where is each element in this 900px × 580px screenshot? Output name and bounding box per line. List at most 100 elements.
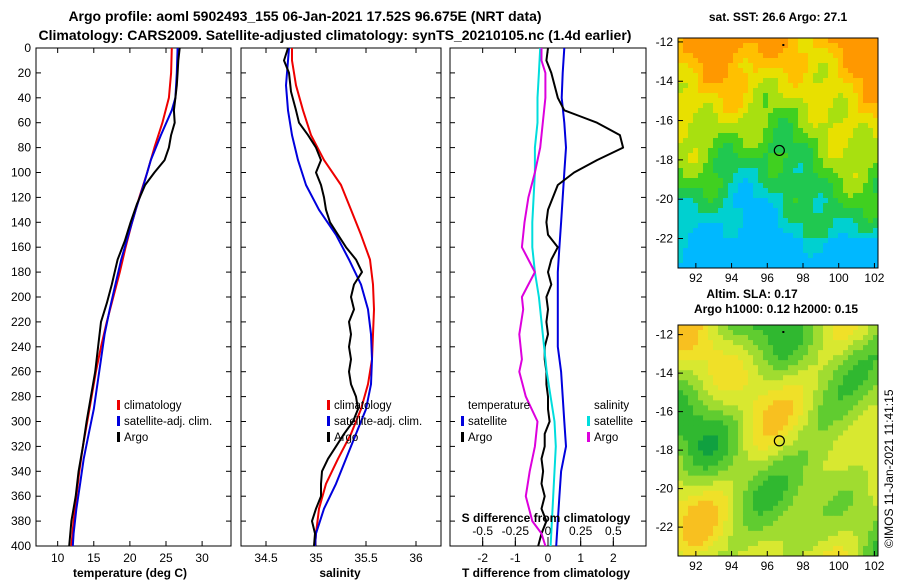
heatmap-cell xyxy=(788,78,794,84)
heatmap-cell xyxy=(723,410,729,416)
heatmap-cell xyxy=(683,495,689,502)
heatmap-cell xyxy=(718,103,724,109)
heatmap-cell xyxy=(768,485,774,492)
heatmap-cell xyxy=(788,365,794,371)
heatmap-cell xyxy=(703,123,709,129)
heatmap-cell xyxy=(823,53,829,59)
heatmap-cell xyxy=(828,455,834,461)
heatmap-cell xyxy=(763,520,769,527)
heatmap-cell xyxy=(768,365,774,371)
heatmap-cell xyxy=(738,133,744,139)
heatmap-cell xyxy=(868,48,874,54)
heatmap-cell xyxy=(733,118,739,124)
heatmap-cell xyxy=(693,380,699,386)
heatmap-cell xyxy=(748,153,754,159)
heatmap-cell xyxy=(838,113,844,119)
heatmap-cell xyxy=(698,188,704,194)
heatmap-cell xyxy=(858,370,864,376)
heatmap-cell xyxy=(773,505,779,512)
heatmap-cell xyxy=(833,435,839,441)
heatmap-cell xyxy=(748,395,754,401)
heatmap-cell xyxy=(768,355,774,361)
heatmap-cell xyxy=(723,345,729,351)
heatmap-cell xyxy=(868,440,874,446)
heatmap-cell xyxy=(693,495,699,502)
heatmap-cell xyxy=(873,228,879,234)
heatmap-cell xyxy=(698,385,704,391)
heatmap-cell xyxy=(723,88,729,94)
heatmap-cell xyxy=(868,68,874,74)
heatmap-cell xyxy=(863,500,869,507)
heatmap-cell xyxy=(678,510,684,517)
heatmap-cell xyxy=(828,530,834,537)
heatmap-cell xyxy=(868,510,874,517)
heatmap-cell xyxy=(728,98,734,104)
heatmap-cell xyxy=(778,193,784,199)
heatmap-cell xyxy=(858,218,864,224)
heatmap-cell xyxy=(848,223,854,229)
heatmap-cell xyxy=(873,470,879,477)
heatmap-cell xyxy=(853,440,859,446)
heatmap-cell xyxy=(723,400,729,406)
heatmap-cell xyxy=(788,370,794,376)
heatmap-cell xyxy=(773,108,779,114)
heatmap-cell xyxy=(773,53,779,59)
heatmap-cell xyxy=(693,365,699,371)
depth-tick-label: 180 xyxy=(11,265,31,279)
heatmap-cell xyxy=(813,93,819,99)
heatmap-cell xyxy=(733,78,739,84)
heatmap-cell xyxy=(763,535,769,542)
heatmap-cell xyxy=(838,490,844,497)
heatmap-cell xyxy=(713,93,719,99)
heatmap-cell xyxy=(803,198,809,204)
heatmap-cell xyxy=(733,485,739,492)
heatmap-cell xyxy=(858,495,864,502)
heatmap-cell xyxy=(678,38,684,44)
salinity-diff-tick-label: 0.5 xyxy=(605,524,622,538)
heatmap-cell xyxy=(698,430,704,436)
heatmap-cell xyxy=(873,545,879,552)
heatmap-cell xyxy=(798,138,804,144)
heatmap-cell xyxy=(843,335,849,341)
heatmap-cell xyxy=(798,258,804,264)
heatmap-cell xyxy=(823,520,829,527)
heatmap-cell xyxy=(723,405,729,411)
heatmap-cell xyxy=(703,370,709,376)
heatmap-cell xyxy=(808,525,814,532)
heatmap-cell xyxy=(718,460,724,467)
heatmap-cell xyxy=(808,178,814,184)
heatmap-cell xyxy=(833,400,839,406)
heatmap-cell xyxy=(688,380,694,386)
heatmap-cell xyxy=(683,148,689,154)
heatmap-cell xyxy=(778,535,784,542)
heatmap-cell xyxy=(828,158,834,164)
heatmap-cell xyxy=(763,455,769,461)
heatmap-cell xyxy=(778,213,784,219)
heatmap-cell xyxy=(793,470,799,477)
heatmap-cell xyxy=(728,48,734,54)
heatmap-cell xyxy=(723,440,729,446)
heatmap-cell xyxy=(763,83,769,89)
heatmap-cell xyxy=(793,385,799,391)
heatmap-cell xyxy=(753,243,759,249)
heatmap-cell xyxy=(753,485,759,492)
heatmap-cell xyxy=(688,133,694,139)
heatmap-cell xyxy=(793,158,799,164)
heatmap-cell xyxy=(838,345,844,351)
heatmap-cell xyxy=(808,340,814,346)
heatmap-cell xyxy=(758,148,764,154)
heatmap-cell xyxy=(788,168,794,174)
heatmap-cell xyxy=(743,445,749,451)
heatmap-cell xyxy=(768,540,774,547)
heatmap-cell xyxy=(833,38,839,44)
heatmap-cell xyxy=(678,203,684,209)
heatmap-cell xyxy=(783,350,789,356)
heatmap-cell xyxy=(688,510,694,517)
heatmap-cell xyxy=(788,465,794,472)
heatmap-cell xyxy=(723,228,729,234)
heatmap-cell xyxy=(823,545,829,552)
heatmap-cell xyxy=(778,103,784,109)
heatmap-cell xyxy=(833,173,839,179)
heatmap-cell xyxy=(753,410,759,416)
heatmap-cell xyxy=(768,475,774,482)
